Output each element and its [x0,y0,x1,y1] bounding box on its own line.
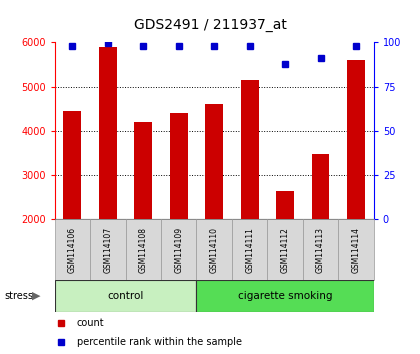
Bar [99,47,117,219]
Text: count: count [77,318,105,329]
Bar [303,219,339,280]
Text: GSM114107: GSM114107 [103,227,112,273]
Bar [197,280,374,312]
Bar [205,104,223,219]
Bar [197,219,232,280]
Bar [339,219,374,280]
Bar [170,113,188,219]
Text: ▶: ▶ [32,291,40,301]
Text: GSM114114: GSM114114 [352,227,360,273]
Text: percentile rank within the sample: percentile rank within the sample [77,337,242,347]
Bar [232,219,268,280]
Text: GSM114109: GSM114109 [174,227,183,273]
Bar [268,219,303,280]
Bar [241,80,259,219]
Bar [276,191,294,219]
Bar [90,219,126,280]
Text: stress: stress [4,291,33,301]
Bar [55,219,90,280]
Bar [63,111,81,219]
Text: GSM114110: GSM114110 [210,227,219,273]
Text: GDS2491 / 211937_at: GDS2491 / 211937_at [134,18,286,32]
Text: GSM114113: GSM114113 [316,227,325,273]
Text: cigarette smoking: cigarette smoking [238,291,332,301]
Bar [347,60,365,219]
Bar [134,122,152,219]
Text: GSM114108: GSM114108 [139,227,148,273]
Bar [55,280,197,312]
Bar [312,154,329,219]
Bar [161,219,197,280]
Text: GSM114106: GSM114106 [68,227,77,273]
Bar [126,219,161,280]
Text: control: control [108,291,144,301]
Text: GSM114112: GSM114112 [281,227,290,273]
Text: GSM114111: GSM114111 [245,227,254,273]
